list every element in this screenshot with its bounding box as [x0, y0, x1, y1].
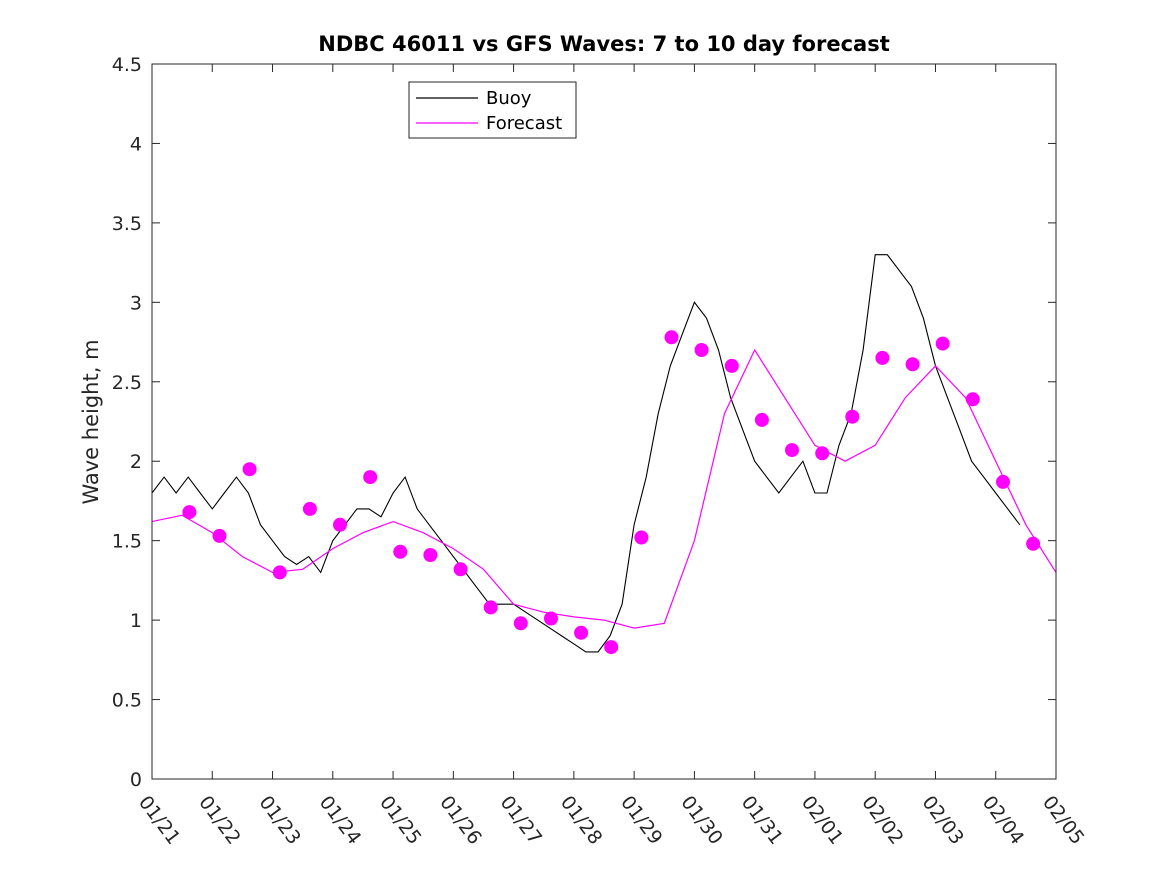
forecast-point — [302, 501, 317, 516]
y-tick-label: 3 — [130, 292, 142, 314]
forecast-point — [212, 528, 227, 543]
forecast-point — [694, 343, 709, 357]
y-tick-label: 4 — [130, 133, 142, 155]
forecast-point — [634, 530, 649, 545]
forecast-point — [574, 625, 589, 640]
series-line-forecast — [151, 348, 1057, 629]
legend-buoy-label: Buoy — [486, 88, 532, 109]
forecast-point — [483, 600, 498, 615]
forecast-point — [785, 443, 799, 458]
forecast-point — [965, 392, 980, 407]
y-tick-label: 0.5 — [112, 690, 142, 712]
forecast-point — [1026, 536, 1041, 551]
forecast-point — [724, 358, 739, 373]
forecast-point — [845, 409, 860, 424]
forecast-point — [272, 565, 287, 580]
y-tick-label: 1 — [130, 610, 142, 632]
series-line-buoy — [151, 254, 1021, 653]
forecast-point — [242, 462, 257, 477]
axes — [151, 63, 1057, 780]
forecast-point — [875, 350, 890, 365]
forecast-point — [423, 548, 438, 562]
forecast-point — [333, 517, 347, 532]
y-tick-label: 2.5 — [112, 372, 142, 394]
legend: Buoy Forecast — [408, 81, 577, 139]
y-tick-label: 4.5 — [112, 54, 142, 76]
plot-area — [151, 254, 1057, 655]
legend-forecast-label: Forecast — [486, 113, 562, 134]
chart-title: NDBC 46011 vs GFS Waves: 7 to 10 day for… — [318, 32, 889, 56]
legend-box — [408, 81, 577, 139]
forecast-point — [664, 330, 679, 345]
forecast-point — [935, 336, 950, 351]
forecast-point — [182, 505, 197, 520]
forecast-point — [513, 616, 528, 631]
forecast-point — [905, 357, 920, 372]
forecast-point — [604, 640, 619, 655]
forecast-point — [544, 611, 558, 626]
y-tick-label: 3.5 — [112, 213, 142, 235]
forecast-point — [393, 544, 408, 559]
y-tick-label: 0 — [130, 769, 142, 791]
forecast-point — [815, 446, 830, 461]
y-axis-label: Wave height, m — [79, 339, 103, 504]
axes-box — [151, 63, 1057, 780]
forecast-point — [363, 470, 378, 485]
forecast-point — [996, 474, 1010, 489]
forecast-point — [453, 562, 468, 577]
forecast-point — [754, 412, 769, 427]
y-tick-label: 1.5 — [112, 531, 142, 553]
y-tick-label: 2 — [130, 451, 142, 473]
